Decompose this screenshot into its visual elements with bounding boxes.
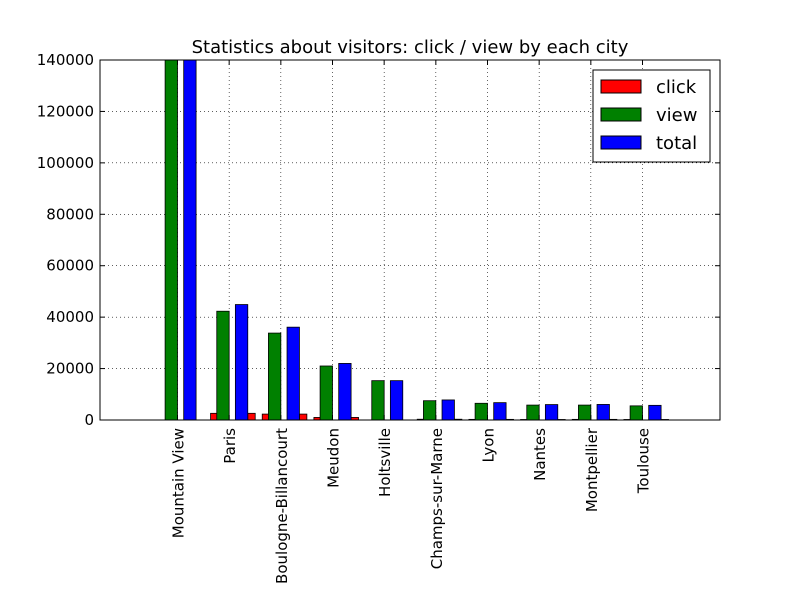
x-tick-label: Montpellier	[583, 427, 601, 512]
bar-total-6	[493, 402, 507, 421]
bar-view-6	[474, 402, 488, 421]
bar-click-right-2	[299, 413, 308, 421]
plot-frame	[99, 59, 721, 421]
y-tick-label: 40000	[46, 308, 94, 326]
bar-total-5	[441, 399, 455, 421]
bar-total-7	[544, 404, 559, 421]
bar-view-3	[319, 365, 333, 421]
bar-total-4	[389, 380, 404, 421]
bar-view-8	[578, 404, 592, 421]
legend-swatch-view	[600, 107, 642, 122]
x-tick-label: Champs-sur-Marne	[428, 428, 446, 569]
bar-view-2	[268, 332, 282, 421]
y-tick-label: 20000	[46, 360, 94, 378]
bar-total-1	[234, 304, 249, 421]
legend-swatch-total	[600, 135, 642, 150]
legend: click view total	[592, 69, 711, 163]
y-tick-label: 120000	[37, 102, 94, 120]
bar-total-0	[183, 59, 197, 421]
legend-label-view: view	[656, 105, 697, 126]
bar-click-right-1	[247, 412, 256, 421]
y-tick-label: 100000	[37, 154, 94, 172]
bar-view-0	[164, 59, 178, 421]
x-axis: Mountain View Paris Boulogne-Billancourt Me…	[170, 60, 653, 584]
legend-label-total: total	[656, 133, 697, 154]
y-tick-label: 80000	[46, 205, 94, 223]
bar-view-5	[423, 400, 437, 421]
x-tick-label: Paris	[221, 428, 239, 464]
x-tick-label: Nantes	[531, 428, 549, 481]
x-tick-label: Holtsville	[376, 428, 394, 497]
bar-total-3	[338, 363, 352, 421]
bar-total-2	[286, 326, 300, 421]
bar-view-9	[629, 405, 643, 421]
legend-label-click: click	[656, 77, 697, 98]
x-tick-label: Mountain View	[170, 428, 188, 538]
bar-view-1	[216, 310, 230, 421]
y-tick-label: 60000	[46, 257, 94, 275]
x-tick-label: Meudon	[325, 428, 343, 488]
x-tick-label: Toulouse	[635, 428, 653, 494]
bar-view-7	[526, 404, 540, 421]
y-tick-label: 140000	[37, 51, 94, 69]
x-tick-label: Boulogne-Billancourt	[273, 428, 291, 584]
chart-title: Statistics about visitors: click / view …	[192, 37, 629, 58]
bar-total-9	[648, 404, 662, 421]
legend-swatch-click	[600, 79, 642, 94]
bar-total-8	[596, 404, 610, 421]
y-axis: 0 20000 40000 60000 80000 100000 120000 140000	[37, 51, 720, 429]
bar-view-4	[371, 380, 385, 421]
x-tick-label: Lyon	[480, 428, 498, 463]
y-tick-label: 0	[84, 411, 94, 429]
bars	[164, 59, 669, 421]
